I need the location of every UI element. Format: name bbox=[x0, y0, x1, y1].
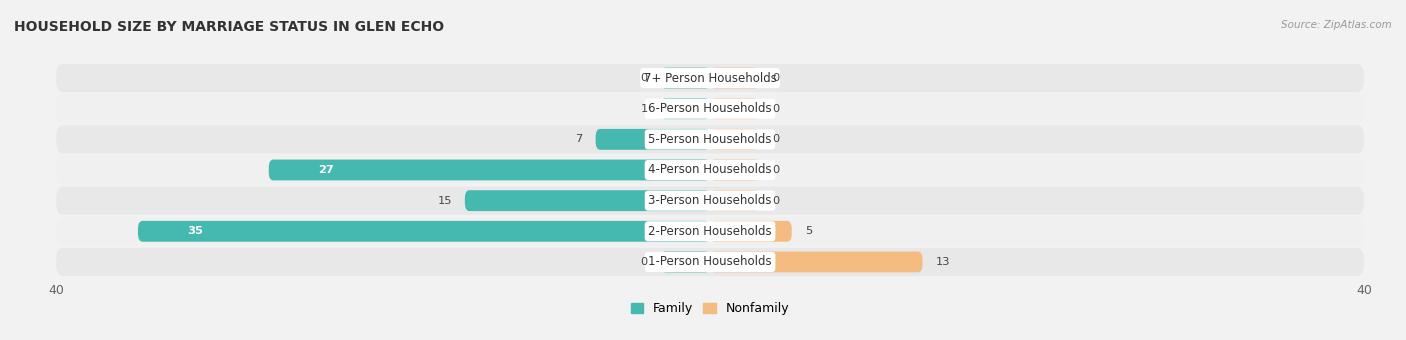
FancyBboxPatch shape bbox=[710, 129, 759, 150]
Text: 4-Person Households: 4-Person Households bbox=[648, 164, 772, 176]
Text: 1-Person Households: 1-Person Households bbox=[648, 255, 772, 269]
FancyBboxPatch shape bbox=[56, 95, 1364, 123]
Text: 0: 0 bbox=[772, 73, 779, 83]
FancyBboxPatch shape bbox=[138, 221, 710, 242]
FancyBboxPatch shape bbox=[710, 159, 759, 181]
FancyBboxPatch shape bbox=[661, 98, 710, 119]
Text: 5: 5 bbox=[804, 226, 813, 236]
FancyBboxPatch shape bbox=[710, 68, 759, 88]
FancyBboxPatch shape bbox=[56, 217, 1364, 245]
FancyBboxPatch shape bbox=[465, 190, 710, 211]
FancyBboxPatch shape bbox=[596, 129, 710, 150]
FancyBboxPatch shape bbox=[56, 125, 1364, 153]
Text: 0: 0 bbox=[641, 73, 648, 83]
Text: 0: 0 bbox=[641, 257, 648, 267]
Text: Source: ZipAtlas.com: Source: ZipAtlas.com bbox=[1281, 20, 1392, 30]
Text: 1: 1 bbox=[641, 104, 648, 114]
FancyBboxPatch shape bbox=[269, 159, 710, 181]
FancyBboxPatch shape bbox=[56, 187, 1364, 215]
FancyBboxPatch shape bbox=[661, 68, 710, 88]
FancyBboxPatch shape bbox=[661, 252, 710, 272]
Text: 15: 15 bbox=[437, 195, 451, 206]
Text: 6-Person Households: 6-Person Households bbox=[648, 102, 772, 115]
FancyBboxPatch shape bbox=[56, 64, 1364, 92]
Text: 7+ Person Households: 7+ Person Households bbox=[644, 71, 776, 85]
Text: 5-Person Households: 5-Person Households bbox=[648, 133, 772, 146]
Text: HOUSEHOLD SIZE BY MARRIAGE STATUS IN GLEN ECHO: HOUSEHOLD SIZE BY MARRIAGE STATUS IN GLE… bbox=[14, 20, 444, 34]
Text: 0: 0 bbox=[772, 104, 779, 114]
Text: 0: 0 bbox=[772, 134, 779, 144]
Legend: Family, Nonfamily: Family, Nonfamily bbox=[626, 298, 794, 320]
FancyBboxPatch shape bbox=[710, 98, 759, 119]
Text: 27: 27 bbox=[318, 165, 333, 175]
FancyBboxPatch shape bbox=[56, 248, 1364, 276]
Text: 0: 0 bbox=[772, 195, 779, 206]
Text: 35: 35 bbox=[187, 226, 202, 236]
Text: 3-Person Households: 3-Person Households bbox=[648, 194, 772, 207]
FancyBboxPatch shape bbox=[710, 252, 922, 272]
Text: 13: 13 bbox=[935, 257, 950, 267]
FancyBboxPatch shape bbox=[56, 156, 1364, 184]
Text: 2-Person Households: 2-Person Households bbox=[648, 225, 772, 238]
FancyBboxPatch shape bbox=[710, 190, 759, 211]
Text: 7: 7 bbox=[575, 134, 582, 144]
Text: 0: 0 bbox=[772, 165, 779, 175]
FancyBboxPatch shape bbox=[710, 221, 792, 242]
